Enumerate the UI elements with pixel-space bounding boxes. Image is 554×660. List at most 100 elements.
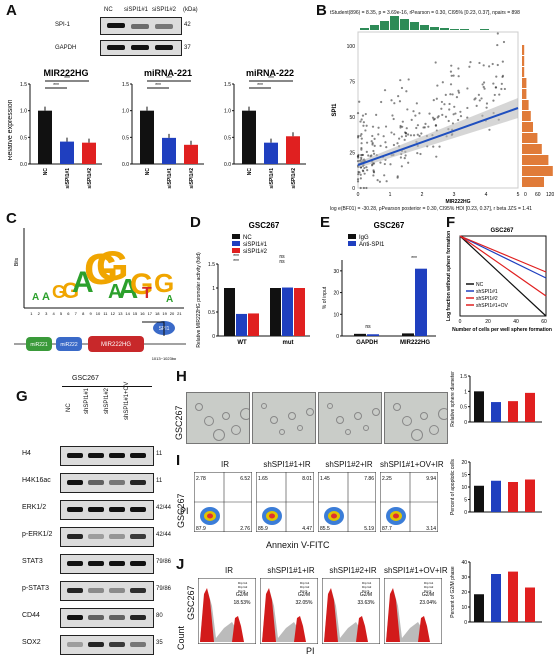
panel-label-f: F: [446, 214, 456, 231]
b-point: [404, 134, 408, 138]
b-point: [485, 102, 489, 105]
c-pos-label: 1013~1023bp: [152, 356, 177, 360]
h-micrograph: shSPI1#1: [252, 392, 316, 444]
b-point: [382, 135, 385, 138]
blot-g-header-rule: [62, 386, 152, 387]
b-point: [359, 177, 362, 180]
b-point: [459, 115, 463, 118]
d-title: GSC267: [249, 221, 280, 230]
b-point: [498, 93, 501, 96]
b-point: [416, 151, 419, 155]
panel-e-bar-chart: GSC267 0 10 20 30 GAPDH MIR222HG % of input IgGA…: [322, 221, 436, 346]
b-point: [401, 120, 404, 123]
i-bar: [525, 479, 535, 512]
b-point: [372, 171, 376, 174]
b-point: [501, 75, 504, 78]
d-sig: ns: [279, 259, 285, 265]
b-point: [365, 124, 368, 127]
c-axis-label: Bits: [14, 257, 20, 266]
b-point: [362, 124, 365, 127]
b-point: [415, 102, 418, 105]
j-bar: [525, 587, 535, 622]
i-q-ll: 85.5: [320, 526, 330, 532]
b-right-hist-bar: [522, 133, 538, 143]
b-point: [478, 99, 481, 102]
b-point: [365, 150, 368, 153]
d-tick-label: 0: [212, 334, 215, 340]
a-bar: [184, 144, 198, 164]
i-flow-plot: 1.45 7.86 85.5 5.19: [318, 472, 376, 532]
e-sig: ns: [365, 324, 371, 330]
d-sig: ***: [233, 259, 239, 265]
blot-g-band: [88, 453, 104, 458]
b-point: [356, 160, 360, 163]
i-cluster-core: [393, 513, 399, 519]
c-motif-letter: A: [108, 281, 122, 303]
a-sig-text: ***: [166, 76, 172, 82]
blot-g-band: [109, 507, 125, 512]
blot-a-spi1: [100, 17, 182, 35]
blot-g-kda: 42/44: [156, 532, 172, 538]
e-tick-label: 0: [336, 334, 339, 340]
f-xlabel: Number of cells per well sphere formatio…: [452, 327, 552, 333]
d-legend-label: NC: [243, 235, 252, 241]
b-point: [392, 117, 395, 121]
i-q-ur: 8.01: [302, 476, 312, 482]
b-point: [459, 110, 462, 113]
j-plot-title: IR: [225, 566, 233, 575]
b-point: [407, 78, 410, 81]
b-point: [481, 83, 484, 86]
b-point: [434, 123, 438, 127]
b-point: [365, 141, 369, 144]
b-point: [371, 125, 375, 128]
b-point: [367, 154, 370, 157]
a-tick-label: 0.0: [20, 162, 27, 168]
c-motif-letter: A: [72, 266, 94, 299]
b-right-hist-bar: [522, 67, 525, 77]
b-point: [399, 124, 402, 128]
j-tick-label: 20: [461, 590, 467, 596]
b-xtick: 4: [485, 192, 488, 198]
b-top-hist-bar: [380, 21, 389, 30]
b-point: [384, 141, 387, 144]
b-point: [384, 125, 388, 128]
c-pos-tick: 13: [118, 311, 123, 316]
b-point: [375, 113, 378, 116]
b-top-hist-bar: [400, 19, 409, 30]
panel-i-ylabel: PI: [180, 506, 189, 516]
c-pos-tick: 3: [45, 311, 48, 316]
blot-g-strip: [60, 473, 154, 493]
b-point: [502, 40, 506, 44]
f-line: [459, 235, 547, 279]
b-point: [360, 148, 363, 151]
i-cluster-core: [269, 513, 275, 519]
d-bar: [248, 313, 259, 336]
b-point: [468, 65, 471, 68]
blot-a-gapdh: [100, 40, 182, 56]
panel-a-bar-charts: Relative expression MIR222HG 0.0 0.5 1.0 1.5 N…: [8, 68, 306, 189]
blot-g-band: [130, 480, 146, 485]
blot-g-band: [88, 615, 104, 620]
b-point: [371, 134, 374, 138]
b-right-hist-bar: [522, 111, 531, 121]
b-hist-tick: 0: [524, 192, 527, 198]
b-point: [360, 133, 363, 136]
c-gene-label: MIR222HG: [101, 342, 131, 348]
i-bar: [491, 480, 501, 512]
b-xtick: 3: [453, 192, 456, 198]
h-sphere: [345, 429, 351, 435]
d-tick-label: 0.5: [208, 310, 215, 316]
b-point: [466, 87, 469, 90]
a-tick-label: 0.5: [20, 135, 27, 141]
blot-g-row-label: p-ERK1/2: [22, 531, 53, 538]
blot-g-strip: [60, 446, 154, 466]
blot-a-kda-unit: (kDa): [183, 7, 198, 13]
b-right-hist-bar: [522, 89, 527, 99]
h-bar: [525, 392, 535, 422]
b-point: [356, 178, 360, 181]
panel-j-bar-chart: 0 10 20 30 40 Percent of G2/M phase: [450, 560, 542, 626]
b-point: [419, 152, 422, 156]
b-point: [403, 157, 406, 160]
i-plot-title: shSPI1#1+IR: [263, 460, 311, 469]
